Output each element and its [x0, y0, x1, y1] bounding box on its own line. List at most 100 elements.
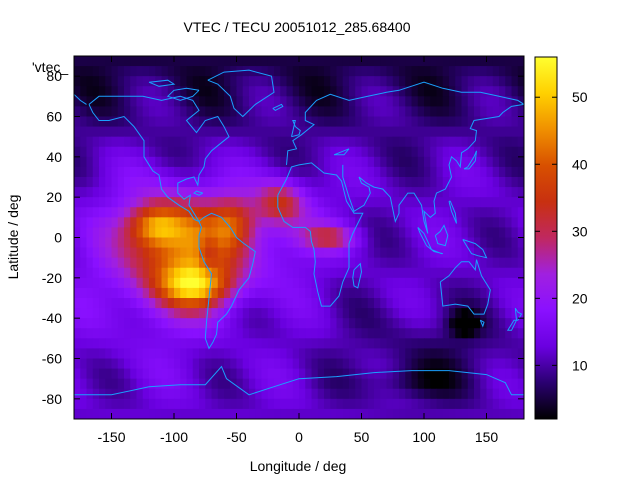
heatmap-cell — [386, 116, 394, 128]
heatmap-cell — [299, 136, 306, 148]
heatmap-cell — [311, 197, 319, 208]
heatmap-cell — [161, 126, 169, 138]
heatmap-cell — [211, 106, 219, 118]
heatmap-cell — [342, 348, 350, 360]
heatmap-cell — [355, 257, 363, 269]
heatmap-cell — [467, 378, 475, 390]
heatmap-cell — [80, 378, 88, 390]
heatmap-cell — [367, 257, 375, 269]
heatmap-cell — [424, 277, 431, 289]
heatmap-cell — [386, 76, 394, 87]
heatmap-cell — [174, 318, 181, 329]
heatmap-cell — [492, 298, 500, 309]
heatmap-cell — [192, 247, 200, 259]
heatmap-cell — [149, 388, 156, 400]
heatmap-cell — [249, 76, 256, 87]
heatmap-cell — [217, 197, 225, 208]
heatmap-cell — [267, 136, 275, 148]
heatmap-cell — [249, 348, 256, 360]
heatmap-cell — [211, 398, 219, 410]
heatmap-cell — [199, 287, 206, 299]
heatmap-cell — [130, 388, 138, 400]
heatmap-cell — [186, 287, 194, 299]
heatmap-cell — [430, 116, 438, 128]
heatmap-cell — [136, 227, 144, 239]
heatmap-cell — [405, 318, 413, 329]
heatmap-cell — [305, 217, 313, 229]
heatmap-cell — [480, 348, 488, 360]
heatmap-cell — [142, 247, 150, 259]
heatmap-cell — [86, 257, 94, 269]
heatmap-cell — [236, 96, 244, 108]
heatmap-cell — [324, 166, 331, 178]
heatmap-cell — [92, 247, 100, 259]
heatmap-cell — [374, 96, 381, 108]
heatmap-cell — [180, 368, 188, 380]
heatmap-cell — [311, 136, 319, 148]
heatmap-cell — [480, 166, 488, 178]
heatmap-cell — [349, 106, 356, 118]
heatmap-cell — [430, 277, 438, 289]
heatmap-cell — [361, 96, 369, 108]
heatmap-cell — [355, 298, 363, 309]
heatmap-cell — [74, 136, 81, 148]
heatmap-cell — [161, 358, 169, 370]
heatmap-cell — [274, 166, 281, 178]
heatmap-cell — [430, 166, 438, 178]
heatmap-cell — [286, 267, 294, 279]
heatmap-cell — [149, 166, 156, 178]
heatmap-cell — [342, 398, 350, 410]
heatmap-cell — [305, 207, 313, 218]
heatmap-cell — [124, 338, 131, 350]
heatmap-cell — [311, 358, 319, 370]
heatmap-cell — [311, 156, 319, 168]
heatmap-cell — [105, 378, 113, 390]
heatmap-cell — [517, 318, 524, 329]
heatmap-cell — [380, 328, 388, 339]
heatmap-cell — [399, 338, 406, 350]
heatmap-cell — [455, 96, 463, 108]
heatmap-cell — [361, 318, 369, 329]
heatmap-cell — [142, 96, 150, 108]
heatmap-cell — [292, 116, 300, 128]
heatmap-cell — [124, 378, 131, 390]
heatmap-cell — [136, 146, 144, 158]
coastline — [291, 120, 301, 138]
heatmap-cell — [230, 267, 238, 279]
heatmap-cell — [205, 348, 213, 360]
heatmap-cell — [474, 348, 481, 360]
heatmap-cell — [292, 277, 300, 289]
heatmap-cell — [417, 86, 425, 97]
heatmap-cell — [99, 66, 106, 77]
heatmap-cell — [367, 408, 375, 419]
heatmap-cell — [492, 398, 500, 410]
heatmap-cell — [111, 348, 119, 360]
heatmap-cell — [211, 76, 219, 87]
heatmap-cell — [361, 328, 369, 339]
heatmap-cell — [436, 398, 444, 410]
heatmap-cell — [330, 197, 338, 208]
heatmap-cell — [249, 237, 256, 249]
heatmap-cell — [305, 237, 313, 249]
heatmap-cell — [249, 257, 256, 269]
heatmap-cell — [199, 298, 206, 309]
heatmap-cell — [292, 227, 300, 239]
heatmap-cell — [80, 398, 88, 410]
heatmap-cell — [286, 308, 294, 319]
heatmap-cell — [380, 116, 388, 128]
heatmap-cell — [105, 86, 113, 97]
heatmap-cell — [99, 358, 106, 370]
heatmap-cell — [111, 237, 119, 249]
heatmap-cell — [474, 217, 481, 229]
heatmap-cell — [161, 398, 169, 410]
heatmap-cell — [261, 328, 269, 339]
heatmap-cell — [417, 257, 425, 269]
heatmap-cell — [105, 308, 113, 319]
heatmap-cell — [155, 298, 163, 309]
heatmap-cell — [467, 318, 475, 329]
heatmap-cell — [499, 257, 506, 269]
heatmap-cell — [474, 388, 481, 400]
heatmap-cell — [117, 166, 125, 178]
heatmap-cell — [311, 277, 319, 289]
heatmap-cell — [180, 106, 188, 118]
